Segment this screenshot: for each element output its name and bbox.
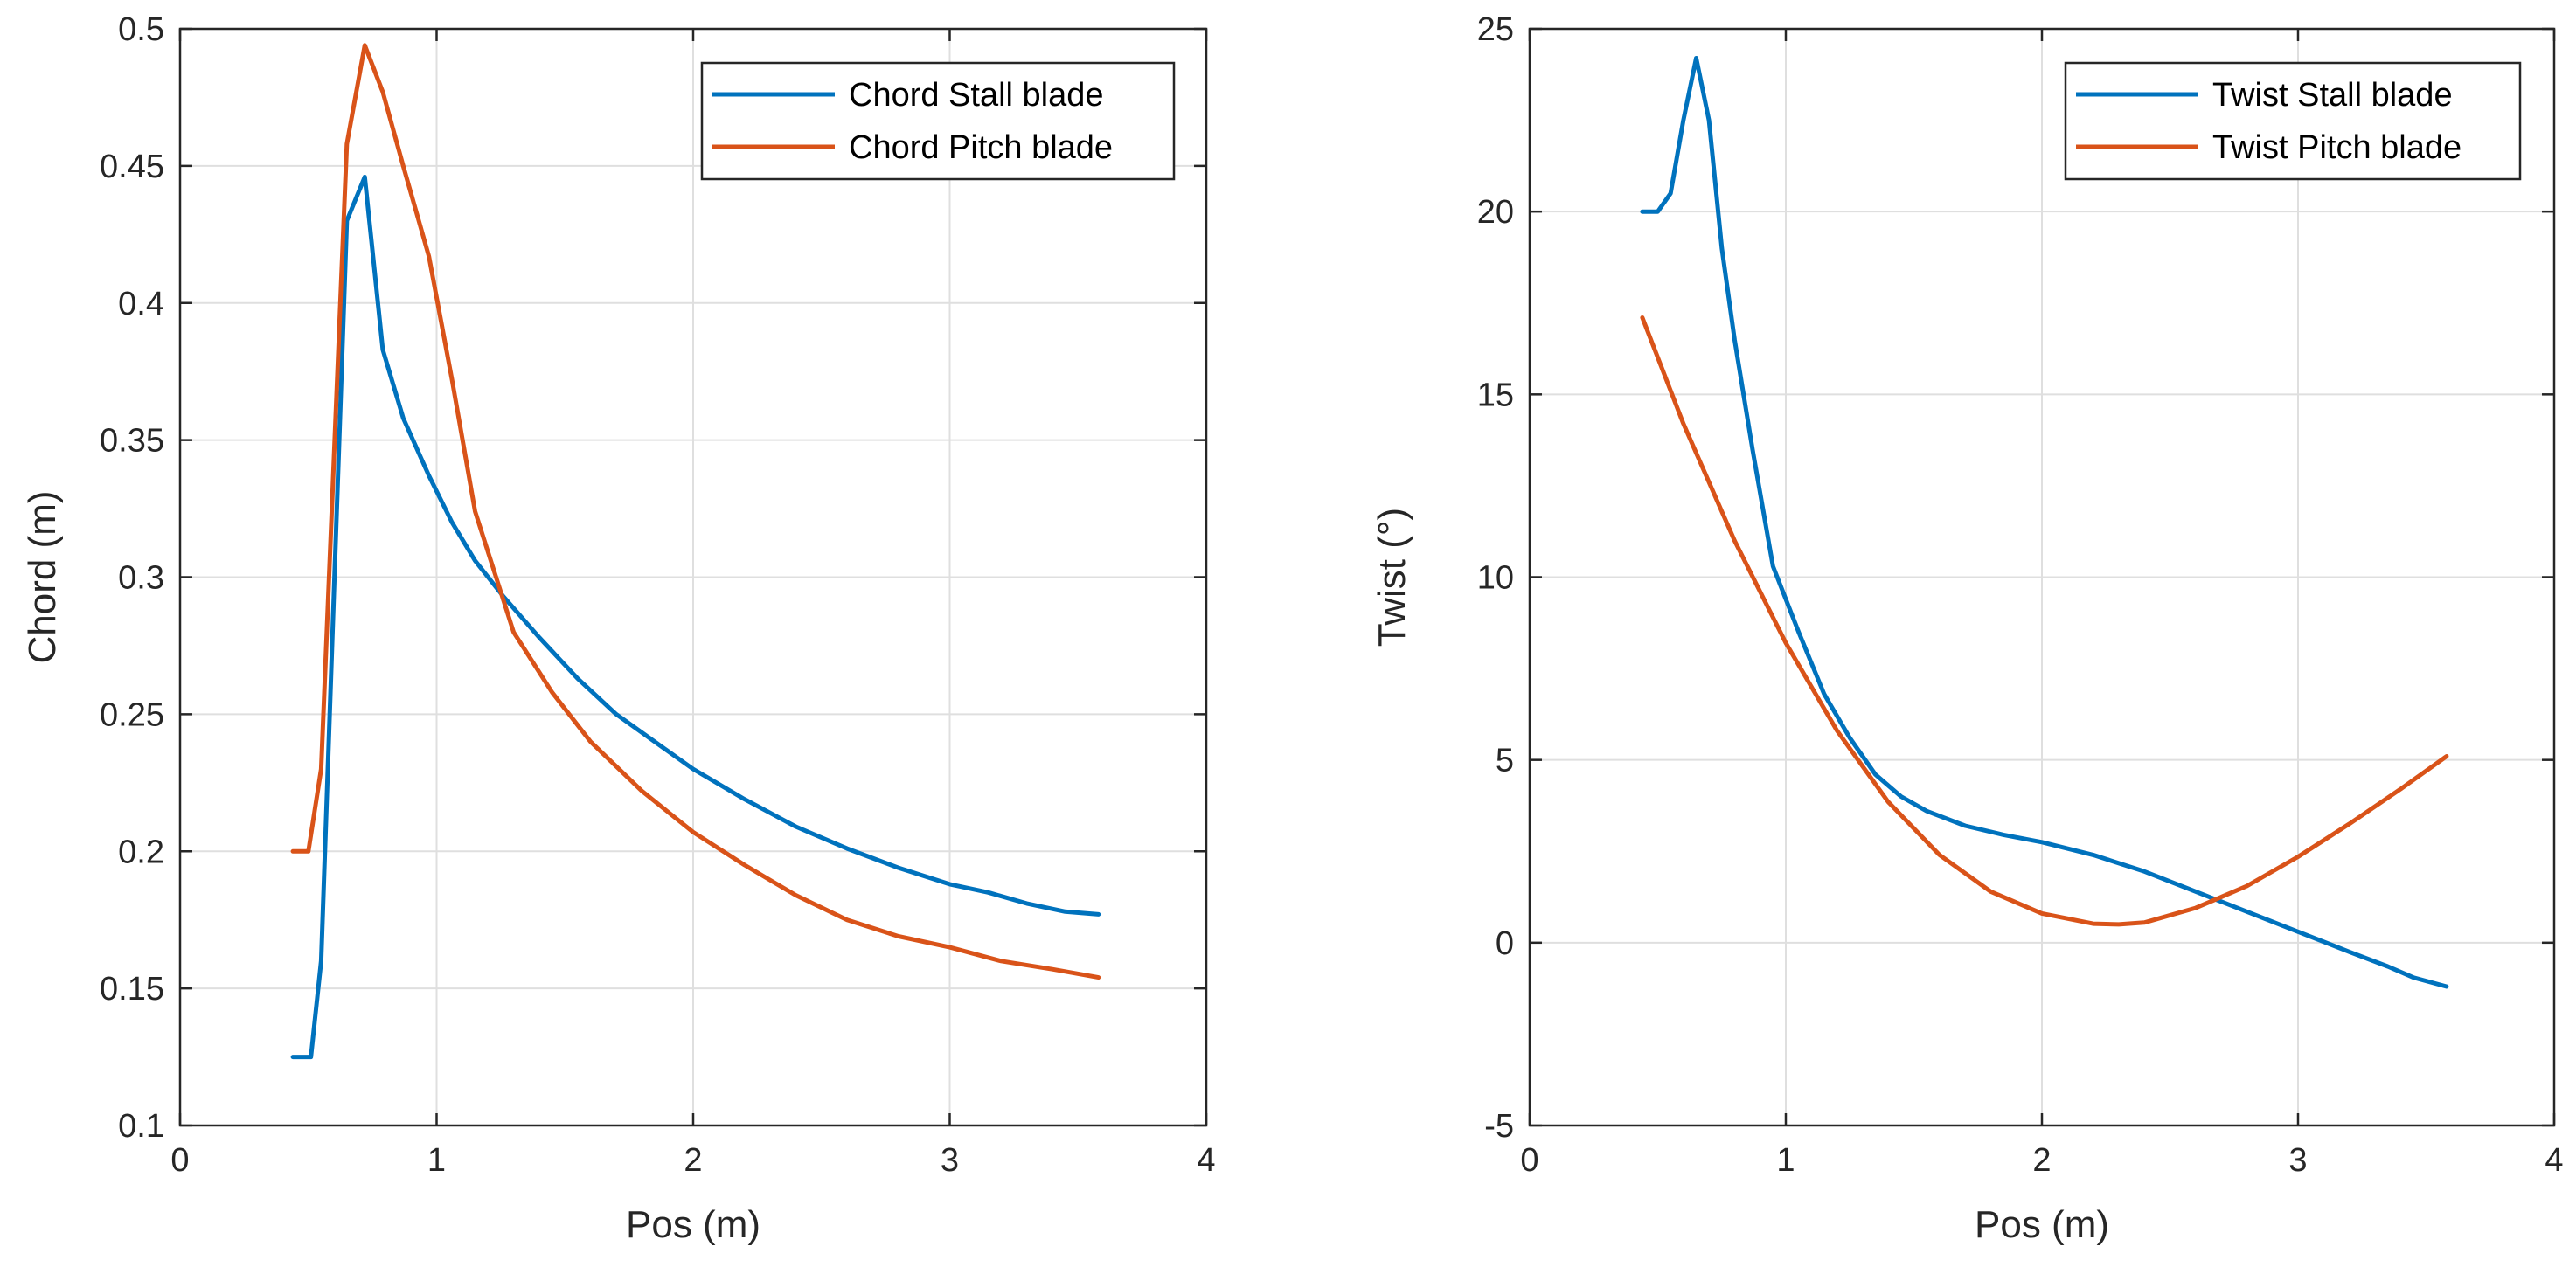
legend: Chord Stall blade Chord Pitch blade (700, 61, 1176, 181)
legend-label-1: Chord Stall blade (849, 77, 1104, 114)
series-line-1 (290, 174, 1101, 1060)
series-line-2 (290, 43, 1101, 980)
x-tick-label: 2 (2032, 1142, 2051, 1179)
x-tick-label: 0 (1520, 1142, 1538, 1179)
y-tick-label: 0.5 (118, 11, 164, 48)
series-line-2 (1640, 315, 2449, 927)
y-axis-label: Chord (m) (21, 490, 64, 663)
legend: Twist Stall blade Twist Pitch blade (2064, 61, 2522, 181)
legend-label-2: Chord Pitch blade (849, 129, 1113, 166)
y-tick-label: 0.35 (100, 423, 164, 460)
y-tick-label: 20 (1477, 194, 1514, 231)
y-axis-label: Twist (°) (1371, 508, 1413, 647)
x-tick-label: 0 (170, 1142, 189, 1179)
y-tick-label: 5 (1496, 743, 1514, 779)
x-tick-label: 1 (1776, 1142, 1795, 1179)
x-axis-label: Pos (m) (1975, 1203, 2109, 1246)
x-tick-label: 1 (427, 1142, 446, 1179)
x-tick-label: 4 (1197, 1142, 1215, 1179)
y-tick-label: 0.1 (118, 1108, 164, 1145)
x-tick-label: 3 (941, 1142, 959, 1179)
legend-box (2064, 61, 2522, 181)
legend-box (700, 61, 1176, 181)
y-tick-label: 25 (1477, 11, 1514, 48)
x-tick-label: 2 (684, 1142, 702, 1179)
legend-label-1: Twist Stall blade (2212, 77, 2453, 114)
y-tick-label: 0.45 (100, 149, 164, 185)
y-tick-label: 0.4 (118, 286, 164, 322)
legend-label-2: Twist Pitch blade (2212, 129, 2461, 166)
y-tick-label: 15 (1477, 377, 1514, 413)
chart-1: 0 1 2 3 4 0.1 0.15 0.2 0.25 0.3 0.35 0.4 0.45 0.5 Pos … (21, 11, 1216, 1246)
x-tick-label: 4 (2545, 1142, 2563, 1179)
y-tick-label: 0.2 (118, 834, 164, 870)
y-tick-label: -5 (1484, 1108, 1514, 1145)
y-tick-label: 0 (1496, 925, 1514, 962)
x-tick-label: 3 (2288, 1142, 2307, 1179)
y-tick-label: 0.25 (100, 696, 164, 733)
y-tick-label: 0.15 (100, 971, 164, 1007)
series-line-1 (1640, 56, 2449, 989)
y-tick-label: 0.3 (118, 560, 164, 597)
x-axis-label: Pos (m) (626, 1203, 760, 1246)
y-tick-label: 10 (1477, 560, 1514, 597)
